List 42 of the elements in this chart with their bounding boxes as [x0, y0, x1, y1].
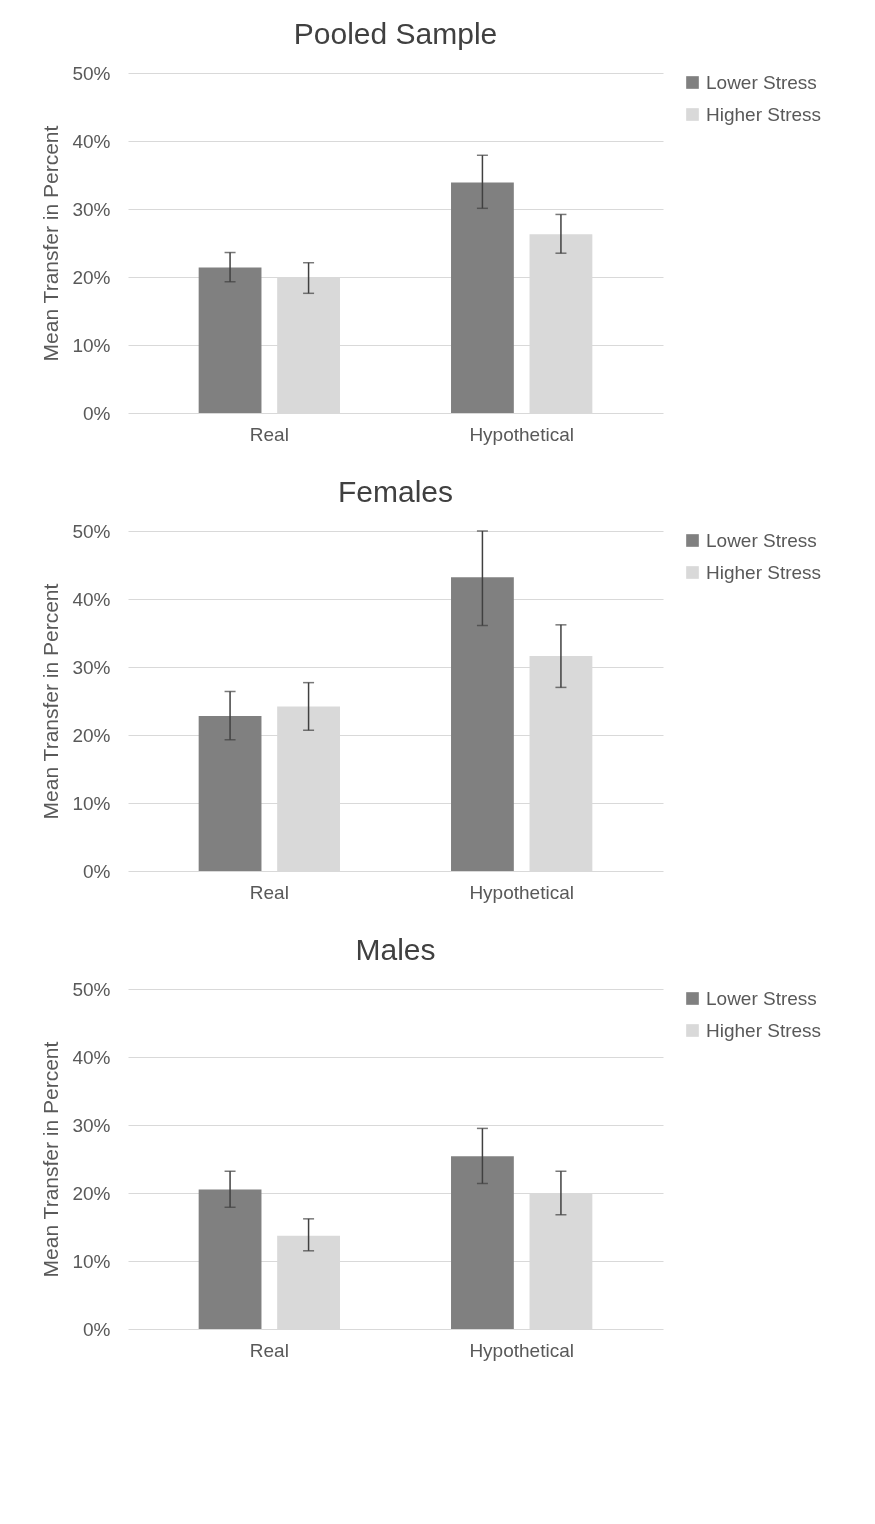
y-tick-label: 20% — [72, 724, 111, 746]
chart-title: Females — [337, 475, 454, 508]
bar — [451, 1156, 514, 1329]
x-tick-label: Real — [249, 1339, 289, 1361]
y-tick-label: 20% — [72, 1182, 111, 1204]
y-tick-label: 30% — [72, 656, 111, 678]
bar — [451, 182, 514, 413]
y-tick-label: 0% — [83, 1318, 111, 1340]
chart-title: Males — [355, 933, 436, 966]
y-tick-label: 50% — [72, 520, 111, 542]
y-axis-title: Mean Transfer in Percent — [39, 125, 63, 362]
legend-label: Higher Stress — [706, 103, 822, 125]
legend-label: Lower Stress — [706, 987, 817, 1009]
x-tick-label: Hypothetical — [469, 1339, 574, 1361]
y-axis-title: Mean Transfer in Percent — [39, 1041, 63, 1278]
y-tick-label: 40% — [72, 1046, 111, 1068]
bar — [451, 577, 514, 871]
x-tick-label: Hypothetical — [469, 423, 574, 445]
y-tick-label: 10% — [72, 1250, 111, 1272]
legend-label: Lower Stress — [706, 529, 817, 551]
y-tick-label: 20% — [72, 266, 111, 288]
y-tick-label: 50% — [72, 62, 111, 84]
x-tick-label: Real — [249, 423, 289, 445]
x-tick-label: Real — [249, 881, 289, 903]
y-tick-label: 10% — [72, 792, 111, 814]
y-tick-label: 40% — [72, 588, 111, 610]
legend-label: Lower Stress — [706, 71, 817, 93]
y-tick-label: 30% — [72, 198, 111, 220]
bar — [198, 267, 262, 413]
x-tick-label: Hypothetical — [469, 881, 574, 903]
bar — [198, 715, 262, 871]
y-tick-label: 10% — [72, 334, 111, 356]
y-tick-label: 30% — [72, 1114, 111, 1136]
legend-label: Higher Stress — [706, 1019, 822, 1041]
y-tick-label: 0% — [83, 860, 111, 882]
y-tick-label: 0% — [83, 402, 111, 424]
bar — [198, 1189, 262, 1329]
legend-label: Higher Stress — [706, 561, 822, 583]
y-axis-title: Mean Transfer in Percent — [39, 583, 63, 820]
y-tick-label: 50% — [72, 978, 111, 1000]
y-tick-label: 40% — [72, 130, 111, 152]
chart-title: Pooled Sample — [293, 17, 498, 50]
